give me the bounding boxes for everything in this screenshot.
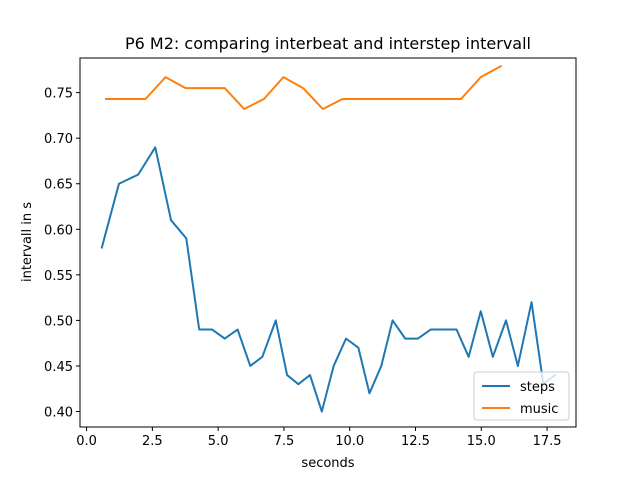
- x-tick-label: 12.5: [401, 434, 430, 449]
- y-tick-label: 0.75: [44, 87, 73, 102]
- y-tick-label: 0.70: [44, 132, 73, 147]
- y-tick-label: 0.65: [44, 178, 73, 193]
- y-tick-label: 0.55: [44, 269, 73, 284]
- y-tick-label: 0.40: [44, 406, 73, 421]
- chart-title: P6 M2: comparing interbeat and interstep…: [125, 34, 531, 53]
- x-tick-label: 7.5: [274, 434, 295, 449]
- x-tick-label: 0.0: [76, 434, 97, 449]
- y-tick-label: 0.50: [44, 314, 73, 329]
- y-tick-label: 0.60: [44, 223, 73, 238]
- x-tick-label: 2.5: [142, 434, 163, 449]
- legend-label-steps: steps: [520, 380, 555, 395]
- x-tick-label: 15.0: [467, 434, 496, 449]
- x-tick-label: 5.0: [208, 434, 229, 449]
- x-tick-label: 17.5: [533, 434, 562, 449]
- x-axis-title: seconds: [301, 456, 354, 471]
- series-line-steps: [100, 146, 557, 413]
- y-tick-label: 0.45: [44, 360, 73, 375]
- y-axis-title: intervall in s: [20, 202, 35, 282]
- x-tick-label: 10.0: [335, 434, 364, 449]
- legend-label-music: music: [520, 402, 558, 417]
- legend: steps music: [473, 371, 570, 421]
- axes-frame: [79, 57, 577, 428]
- series-line-music: [105, 64, 503, 111]
- plot-area: 0.0 2.5 5.0 7.5 10.0 12.5 15.0 17.5 0.40 0.45 0.50…: [44, 57, 577, 449]
